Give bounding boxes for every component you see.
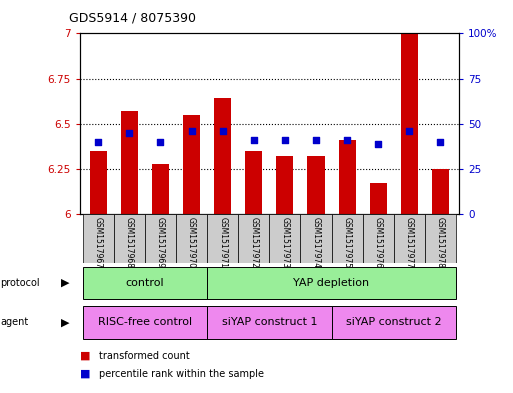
Bar xyxy=(207,214,238,263)
Text: ▶: ▶ xyxy=(61,317,69,327)
Text: GSM1517976: GSM1517976 xyxy=(374,217,383,268)
Bar xyxy=(83,306,207,338)
Point xyxy=(374,141,382,147)
Bar xyxy=(90,151,107,214)
Text: ■: ■ xyxy=(80,351,90,361)
Bar xyxy=(114,214,145,263)
Bar xyxy=(207,267,456,299)
Bar xyxy=(363,214,394,263)
Text: percentile rank within the sample: percentile rank within the sample xyxy=(99,369,264,379)
Bar xyxy=(245,151,262,214)
Point xyxy=(343,137,351,143)
Bar xyxy=(83,214,114,263)
Bar xyxy=(401,33,418,214)
Point xyxy=(125,130,133,136)
Bar xyxy=(183,115,200,214)
Bar xyxy=(238,214,269,263)
Bar xyxy=(277,156,293,214)
Point xyxy=(94,139,102,145)
Bar xyxy=(432,169,449,214)
Text: YAP depletion: YAP depletion xyxy=(293,278,370,288)
Bar xyxy=(331,214,363,263)
Point xyxy=(312,137,320,143)
Point xyxy=(281,137,289,143)
Text: GSM1517973: GSM1517973 xyxy=(281,217,289,268)
Bar xyxy=(152,163,169,214)
Text: GSM1517977: GSM1517977 xyxy=(405,217,414,268)
Text: GSM1517968: GSM1517968 xyxy=(125,217,134,268)
Bar xyxy=(307,156,325,214)
Bar xyxy=(207,306,331,338)
Bar xyxy=(301,214,331,263)
Bar xyxy=(394,214,425,263)
Text: siYAP construct 2: siYAP construct 2 xyxy=(346,317,442,327)
Point xyxy=(250,137,258,143)
Text: RISC-free control: RISC-free control xyxy=(98,317,192,327)
Text: transformed count: transformed count xyxy=(99,351,190,361)
Text: ■: ■ xyxy=(80,369,90,379)
Text: GDS5914 / 8075390: GDS5914 / 8075390 xyxy=(69,12,196,25)
Text: GSM1517967: GSM1517967 xyxy=(94,217,103,268)
Bar xyxy=(121,111,138,214)
Text: ▶: ▶ xyxy=(61,278,69,288)
Point xyxy=(156,139,165,145)
Bar xyxy=(331,306,456,338)
Text: GSM1517970: GSM1517970 xyxy=(187,217,196,268)
Text: GSM1517971: GSM1517971 xyxy=(218,217,227,268)
Point xyxy=(219,128,227,134)
Point xyxy=(437,139,445,145)
Text: GSM1517969: GSM1517969 xyxy=(156,217,165,268)
Text: GSM1517978: GSM1517978 xyxy=(436,217,445,268)
Bar xyxy=(370,184,387,214)
Text: agent: agent xyxy=(0,317,28,327)
Bar xyxy=(214,99,231,214)
Text: GSM1517972: GSM1517972 xyxy=(249,217,258,268)
Text: GSM1517975: GSM1517975 xyxy=(343,217,351,268)
Bar xyxy=(269,214,301,263)
Text: control: control xyxy=(126,278,164,288)
Text: siYAP construct 1: siYAP construct 1 xyxy=(222,317,317,327)
Bar xyxy=(425,214,456,263)
Text: GSM1517974: GSM1517974 xyxy=(311,217,321,268)
Bar xyxy=(145,214,176,263)
Point xyxy=(405,128,413,134)
Bar xyxy=(339,140,356,214)
Bar xyxy=(83,267,207,299)
Bar xyxy=(176,214,207,263)
Text: protocol: protocol xyxy=(0,278,40,288)
Point xyxy=(187,128,195,134)
